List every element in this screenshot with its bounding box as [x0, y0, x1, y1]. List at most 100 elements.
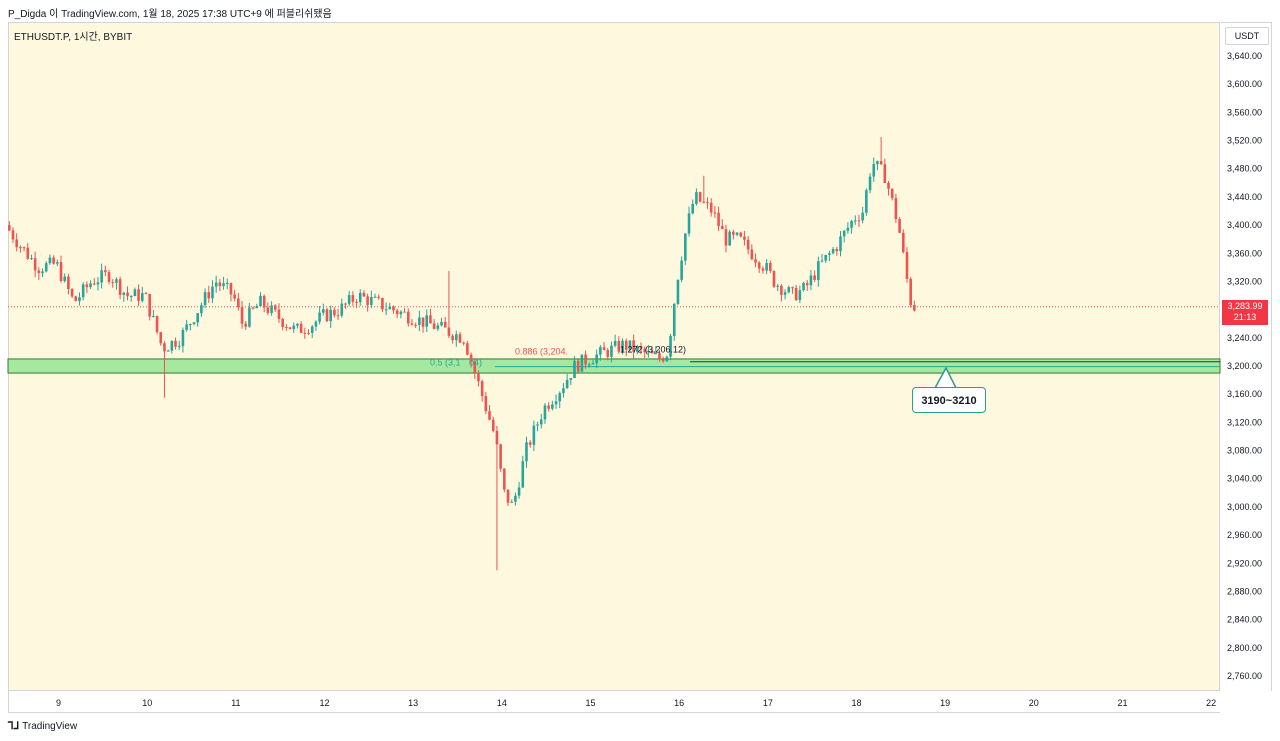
candle-body: [137, 289, 140, 301]
candle-body: [355, 301, 358, 303]
candle-body: [495, 430, 499, 445]
candle-body: [610, 345, 613, 357]
candle-body: [473, 361, 477, 373]
date-tick-label: 17: [763, 698, 773, 708]
candle-body: [436, 325, 440, 329]
candle-body: [325, 309, 329, 322]
candle-body: [303, 332, 307, 334]
candle-body: [506, 489, 510, 503]
candle-body: [599, 347, 602, 355]
candle-body: [735, 232, 739, 235]
candle-body: [606, 350, 610, 357]
tradingview-footer[interactable]: ⅂⅃ TradingView: [8, 721, 77, 732]
price-tick-label: 3,480.00: [1227, 164, 1262, 174]
candle-body: [503, 468, 506, 490]
candle-body: [776, 285, 779, 287]
candle-body: [30, 258, 33, 260]
candle-body: [913, 305, 916, 311]
candle-body: [569, 378, 573, 380]
price-tick-label: 2,920.00: [1227, 558, 1262, 568]
price-tick-label: 3,160.00: [1227, 389, 1262, 399]
candle-body: [817, 261, 820, 280]
candle-body: [166, 350, 170, 352]
candle-body: [203, 292, 207, 306]
candle-body: [107, 272, 111, 282]
candle-body: [636, 346, 639, 352]
candle-body: [698, 192, 702, 202]
candle-body: [772, 271, 776, 287]
candle-body: [528, 442, 532, 445]
candle-body: [521, 461, 525, 488]
date-tick-label: 19: [940, 698, 950, 708]
candle-body: [547, 405, 550, 409]
zone-callout[interactable]: 3190~3210: [912, 387, 986, 413]
candle-body: [56, 262, 59, 264]
candle-body: [835, 249, 839, 252]
date-tick-label: 22: [1206, 698, 1216, 708]
candle-body: [281, 318, 284, 327]
candle-body: [672, 303, 676, 336]
price-tick-label: 2,880.00: [1227, 586, 1262, 596]
date-tick-label: 12: [320, 698, 330, 708]
candle-body: [905, 251, 909, 279]
candle-body: [237, 298, 240, 308]
date-tick-label: 14: [497, 698, 507, 708]
candle-body: [746, 239, 750, 250]
symbol-label[interactable]: ETHUSDT.P, 1시간, BYBIT: [14, 32, 133, 43]
price-tick-label: 3,640.00: [1227, 51, 1262, 61]
candle-body: [144, 293, 148, 295]
candle-body: [573, 360, 576, 379]
candle-body: [868, 176, 872, 191]
candle-body: [174, 340, 177, 347]
candle-body: [384, 309, 388, 311]
candle-body: [26, 247, 30, 259]
candle-body: [104, 270, 107, 273]
candle-body: [680, 260, 683, 280]
candle-body: [543, 405, 547, 420]
candle-body: [809, 275, 813, 286]
candle-body: [602, 347, 606, 351]
candle-body: [713, 212, 717, 214]
candle-body: [879, 160, 883, 165]
support-zone: [7, 358, 1221, 374]
candle-body: [695, 192, 698, 204]
candle-body: [872, 164, 876, 177]
candle-body: [898, 219, 901, 233]
candle-body: [750, 249, 754, 260]
candle-body: [798, 290, 802, 301]
candle-body: [565, 379, 569, 389]
currency-button[interactable]: USDT: [1225, 27, 1269, 45]
candle-body: [414, 324, 417, 326]
candle-body: [207, 292, 211, 299]
candle-body: [403, 311, 406, 313]
chart-pane[interactable]: [8, 22, 1220, 691]
candle-body: [37, 270, 41, 274]
candle-body: [842, 230, 846, 237]
candle-body: [780, 285, 783, 295]
candle-body: [828, 253, 831, 255]
candle-body: [650, 350, 654, 354]
price-tick-label: 2,840.00: [1227, 615, 1262, 625]
candle-body: [126, 292, 129, 297]
candle-body: [909, 278, 912, 306]
candle-body: [140, 293, 144, 301]
candle-body: [336, 315, 340, 317]
candle-body: [211, 286, 214, 299]
candle-body: [388, 306, 392, 310]
candle-body: [709, 202, 713, 213]
candle-body: [558, 393, 562, 402]
candle-body: [820, 260, 824, 262]
candle-body: [244, 323, 248, 327]
candle-body: [440, 321, 443, 326]
price-scale[interactable]: [1221, 22, 1272, 691]
candle-body: [81, 284, 85, 298]
price-tick-label: 3,320.00: [1227, 276, 1262, 286]
candle-body: [96, 282, 100, 285]
candle-body: [347, 295, 351, 304]
time-scale[interactable]: [8, 691, 1220, 713]
candle-body: [129, 296, 133, 298]
price-tick-label: 3,200.00: [1227, 361, 1262, 371]
candle-body: [358, 292, 362, 303]
candle-body: [805, 282, 809, 286]
